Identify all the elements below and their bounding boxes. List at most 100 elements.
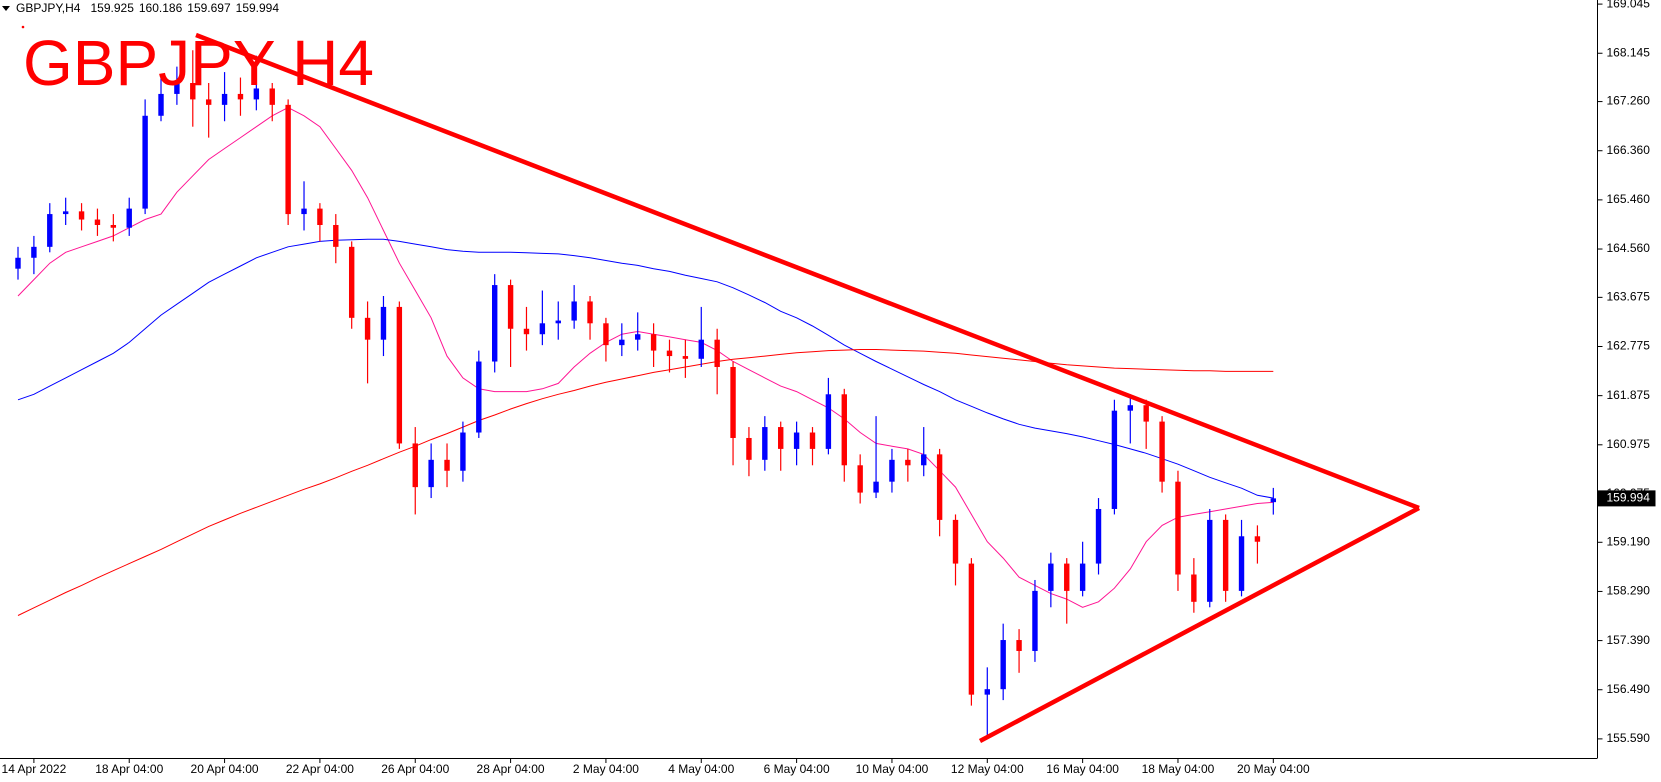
candle-body [619,339,625,346]
current-price-box [1597,490,1656,507]
candle-body [778,427,784,449]
candle-body [714,339,720,367]
current-price-label: 159.994 [1607,491,1651,505]
moving-average-line [17,349,1274,616]
candle-body [380,306,387,340]
x-tick-label: 20 May 04:00 [1237,762,1310,776]
candle-body [15,257,21,269]
candle-body [460,432,466,471]
candle-body [348,246,355,318]
candle-body [1254,536,1261,542]
candle-body [190,83,196,100]
close-value: 159.994 [236,1,280,15]
candle-body [635,334,641,340]
y-tick-label: 163.675 [1607,290,1651,304]
candle-body [158,93,164,116]
candle-body [539,323,546,335]
candle-body [94,219,101,225]
y-tick-label: 165.460 [1607,192,1651,206]
candle-body [364,317,371,340]
chart-title: GBPJPY H4 [23,27,374,99]
candle-body [793,432,800,449]
low-value: 159.697 [187,1,231,15]
moving-average-line [17,238,1274,499]
y-tick-label: 157.390 [1607,633,1651,647]
y-tick-label: 162.775 [1607,339,1651,353]
candle-body [921,454,927,466]
candle-body [174,83,180,94]
y-tick-label: 168.145 [1607,45,1651,59]
candle-body [555,320,561,324]
candle-body [78,211,85,220]
candle-body [762,427,768,460]
candle-body [936,454,943,520]
x-tick-label: 6 May 04:00 [764,762,830,776]
candle-body [1064,563,1070,591]
candle-body [1048,563,1054,591]
candle-body [730,366,736,438]
moving-average-line [17,107,1274,608]
candle-body [968,563,975,695]
candle-body [396,306,403,444]
y-tick-label: 164.560 [1607,241,1651,255]
plot-area [15,50,1277,739]
candle-body [1016,640,1022,651]
candle-body [47,214,53,247]
candle-body [126,208,132,228]
y-tick-label: 161.875 [1607,388,1651,402]
candle-body [1143,405,1149,422]
x-tick-label: 22 Apr 04:00 [286,762,354,776]
candle-body [110,224,117,228]
candle-body [571,301,577,321]
candle-body [1270,498,1277,503]
candle-body [841,394,847,466]
y-tick-label: 167.260 [1607,94,1651,108]
candle-body [1191,574,1197,602]
menu-triangle[interactable] [2,6,10,11]
candle-body [507,285,514,329]
candle-body [492,285,498,362]
candle-body [1111,410,1118,509]
x-tick-label: 26 Apr 04:00 [381,762,449,776]
x-tick-label: 4 May 04:00 [668,762,734,776]
y-tick-label: 156.490 [1607,682,1651,696]
candle-body [301,208,307,215]
candle-body [523,328,530,335]
candle-body [269,88,275,105]
candle-body [889,459,895,482]
marker-dot [21,25,25,29]
candle-body [1238,536,1245,591]
y-tick-label: 169.045 [1607,0,1651,10]
candle-body [1000,640,1006,690]
candle-body [333,224,339,247]
candle-body [603,323,609,346]
candle-body [873,481,879,493]
candle-body [237,93,244,100]
candle-body [1032,590,1038,651]
x-tick-label: 12 May 04:00 [951,762,1024,776]
y-tick-label: 155.590 [1607,731,1651,745]
x-tick-label: 10 May 04:00 [856,762,929,776]
candle-body [650,334,657,351]
candle-body [1127,405,1133,411]
y-tick-label: 166.360 [1607,143,1651,157]
candle-body [1222,519,1229,591]
high-value: 160.186 [139,1,183,15]
candle-body [412,443,418,488]
candle-body [444,459,450,471]
candle-body [809,432,816,449]
x-tick-label: 2 May 04:00 [573,762,639,776]
y-tick-label: 158.290 [1607,584,1651,598]
trend-line-upper [195,32,1420,511]
y-tick-label: 159.190 [1607,534,1651,548]
candle-body [142,115,148,209]
candle-body [905,459,911,466]
candle-body [1095,508,1102,564]
candle-body [31,246,37,258]
candle-body [746,437,752,460]
x-tick-label: 18 May 04:00 [1142,762,1215,776]
candle-body [253,88,260,100]
